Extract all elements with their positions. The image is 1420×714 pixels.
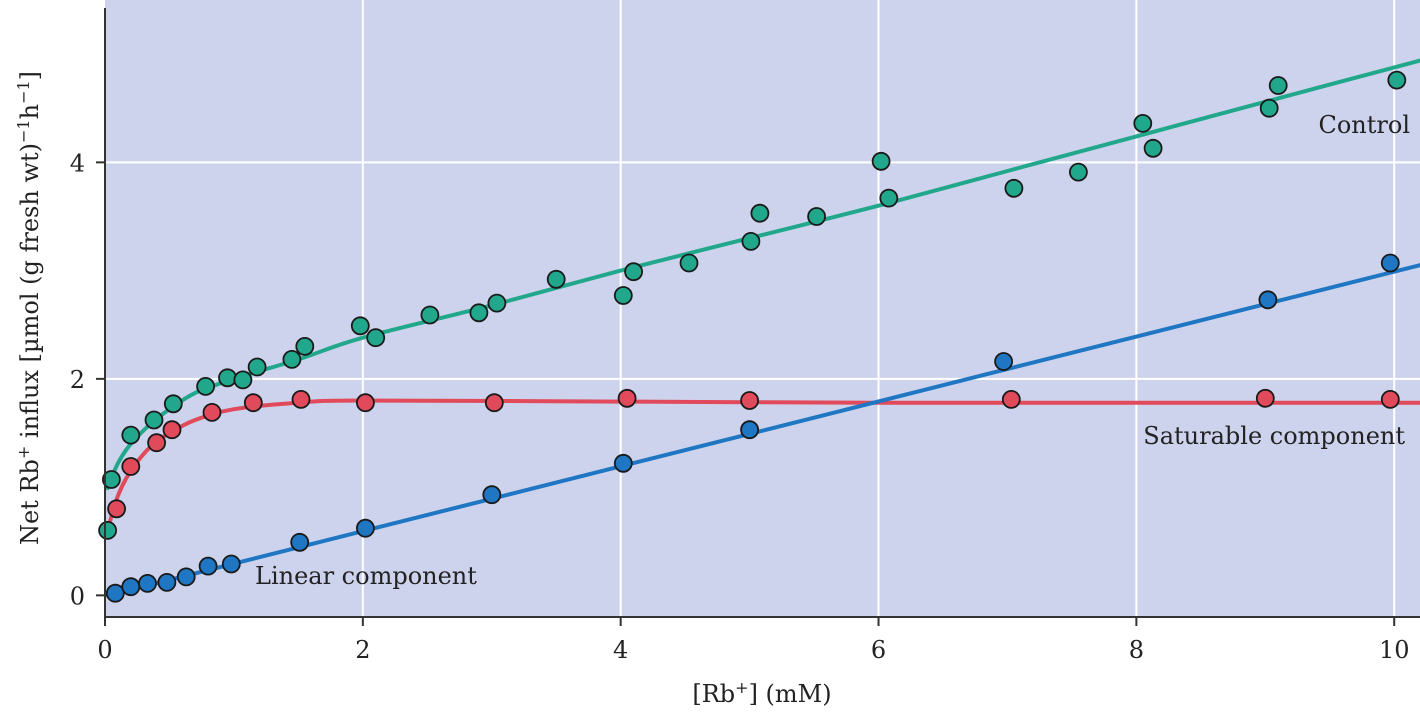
point-control [196,376,216,396]
x-tick-label: 10 [1379,636,1410,664]
point-saturable-component [740,391,759,410]
point-linear-component [121,577,141,597]
point-saturable-component [121,457,141,476]
point-control [546,269,566,289]
point-linear-component [482,485,502,505]
point-control [366,328,386,348]
point-linear-component [613,453,633,473]
x-tick-label: 6 [871,636,886,664]
point-control [1069,162,1088,182]
point-saturable-component [484,393,504,413]
point-control [282,349,302,369]
point-control [469,303,489,323]
point-control [1143,138,1163,158]
y-axis-title: Net Rb+ influx [µmol (g fresh wt)−1h−1] [14,71,44,545]
label-control: Control [1318,111,1410,139]
ticks: 0 2 4 6 8 10 0 2 4 [70,149,1410,664]
y-tick-label: 4 [70,149,85,177]
point-linear-component [290,532,310,552]
point-saturable-component [1380,389,1400,409]
point-linear-component [1380,253,1400,273]
x-tick-label: 4 [613,636,628,664]
point-saturable-component [291,389,311,409]
plot-area [105,0,1420,617]
label-linear-component: Linear component [255,562,477,590]
point-control [247,357,267,377]
y-tick-label: 0 [70,582,85,610]
point-control [879,188,899,208]
data-points [98,70,1407,603]
point-control [295,336,315,356]
point-control [487,293,507,313]
x-axis-title: [Rb+] (mM) [692,678,831,708]
y-tick-label: 2 [70,366,85,394]
point-control [624,262,643,282]
point-control [163,394,183,414]
point-saturable-component [147,433,167,453]
point-linear-component [221,554,241,574]
point-linear-component [198,556,218,576]
point-control [420,305,440,325]
point-control [350,316,370,336]
point-control [679,253,699,273]
curve-saturable-component [105,398,1420,533]
point-linear-component [355,518,375,538]
point-control [1259,98,1279,118]
point-control [750,203,770,223]
point-control [121,425,141,445]
point-control [233,370,253,390]
point-control [871,151,891,171]
x-tick-label: 8 [1129,636,1144,664]
point-control [1268,76,1288,95]
point-control [1004,178,1024,198]
x-tick-label: 2 [355,636,370,664]
grid [105,0,1420,617]
label-saturable-component: Saturable component [1143,422,1405,450]
point-control [1387,70,1407,90]
point-saturable-component [1001,389,1021,409]
point-linear-component [740,420,759,440]
point-linear-component [105,583,125,603]
point-saturable-component [1255,388,1275,408]
point-linear-component [157,573,177,592]
point-control [144,410,164,430]
point-control [1133,114,1153,133]
point-saturable-component [617,388,637,408]
point-control [741,231,761,251]
point-saturable-component [355,393,375,413]
point-control [102,470,121,489]
curve-linear-component [105,263,1420,598]
point-linear-component [176,567,196,587]
point-linear-component [994,352,1013,371]
point-linear-component [1258,290,1278,310]
point-saturable-component [162,420,182,440]
point-saturable-component [243,393,263,413]
x-tick-label: 0 [97,636,112,664]
point-saturable-component [202,402,222,422]
point-control [98,521,117,540]
point-control [218,368,237,388]
point-control [613,286,633,305]
point-saturable-component [107,499,126,519]
point-linear-component [138,574,157,593]
point-control [807,207,826,226]
